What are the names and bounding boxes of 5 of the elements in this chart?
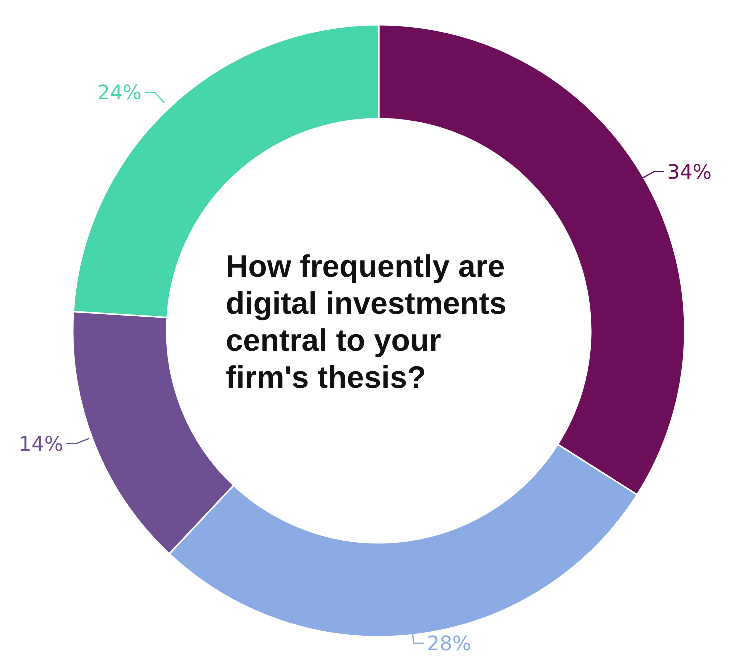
data-label: 28%: [427, 631, 472, 656]
data-label: 24%: [97, 80, 142, 105]
data-label: 34%: [667, 160, 712, 184]
text: How frequently are digital investments central to your firm's thesis?: [226, 248, 508, 396]
data-label: 14%: [19, 432, 64, 456]
